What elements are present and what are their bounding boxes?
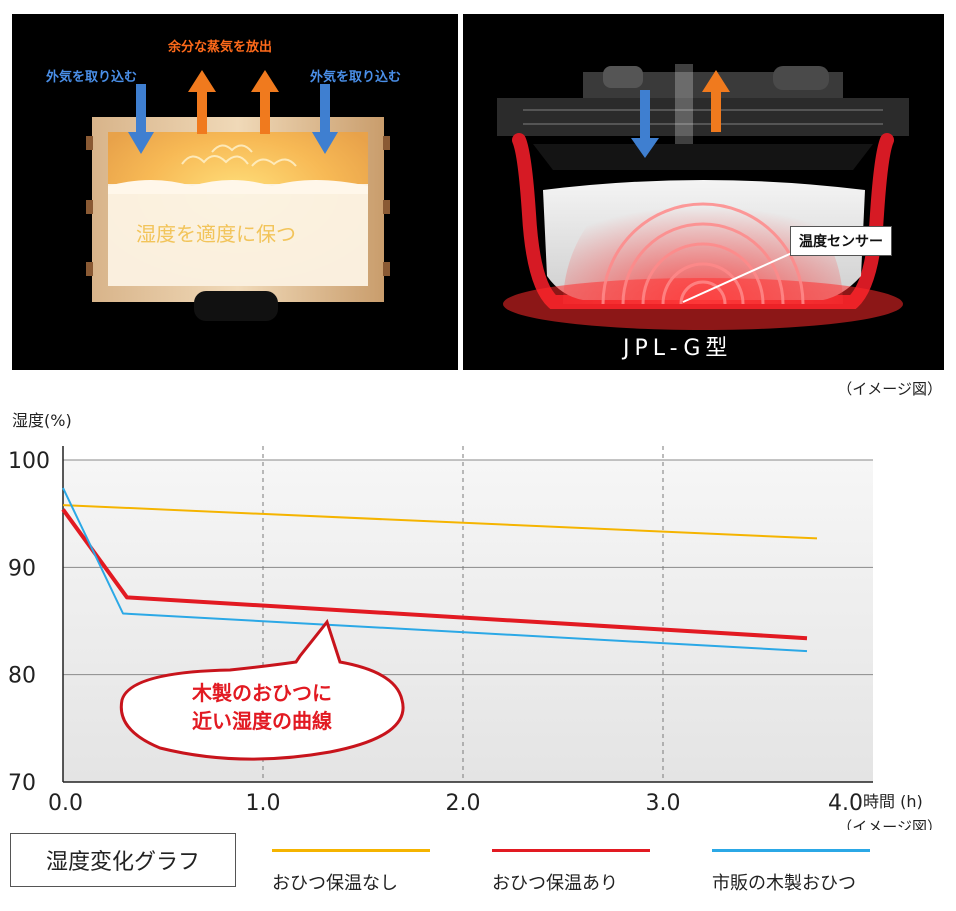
intake-arrow-left [128,84,154,154]
x-tick-label: 4.0 [828,791,863,816]
label-intake-left: 外気を取り込む [46,70,138,85]
y-tick-label: 100 [8,449,50,474]
intake-arrow-right [312,84,338,154]
legend-item-with-ohitsu: おひつ保温あり [492,849,652,894]
y-tick-label: 70 [8,771,36,796]
humidity-chart: 70 80 90 100 0.0 1.0 2.0 3.0 4.0 木製のおひつに 近い湿度の曲線… [8,411,942,830]
illustration-jpl-g: 温度センサー JPL-G型 [463,14,944,370]
annotation-line1: 木製のおひつに [191,681,332,705]
legend-title: 湿度変化グラフ [10,833,236,887]
y-tick-label: 80 [8,664,36,689]
x-tick-label: 0.0 [48,791,83,816]
annotation-line2: 近い湿度の曲線 [192,709,332,733]
legend-label: おひつ保温なし [272,873,398,894]
release-arrow-2 [251,70,279,134]
legend-label: おひつ保温あり [492,873,618,894]
legend-item-wooden-ohitsu: 市販の木製おひつ [712,849,872,894]
intake-arrow [631,90,659,158]
wooden-ohitsu-illustration [86,70,390,321]
annotation-callout: 木製のおひつに 近い湿度の曲線 [119,618,405,761]
legend-title-text: 湿度変化グラフ [45,850,200,875]
y-axis-label: 湿度(%) [12,411,72,430]
x-tick-label: 1.0 [246,791,281,816]
series-line-1 [62,504,818,540]
label-keep-humidity: 湿度を適度に保つ [136,222,296,246]
steam-plume [675,64,693,144]
illustration-caption: （イメージ図） [837,380,942,398]
series-line-2 [61,508,808,641]
temperature-sensor-text: 温度センサー [799,234,883,250]
legend-swatch [272,849,430,852]
release-arrow-1 [188,70,216,134]
x-tick-label: 3.0 [646,791,681,816]
legend-item-no-ohitsu: おひつ保温なし [272,849,432,894]
x-tick-label: 2.0 [446,791,481,816]
label-release-steam: 余分な蒸気を放出 [168,40,273,55]
illustration-wooden-ohitsu: 外気を取り込む 余分な蒸気を放出 外気を取り込む 湿度を適度に保つ [12,14,458,370]
chart-caption: （イメージ図） [837,818,942,830]
legend-swatch [492,849,650,852]
label-temperature-sensor: 温度センサー [790,226,892,256]
x-axis-label: 時間 (h) [863,792,923,811]
label-model-name: JPL-G型 [623,336,733,361]
series-line-3 [62,487,808,653]
legend-swatch [712,849,870,852]
rice-cooker-cross-section [497,64,909,330]
release-arrow [702,70,730,132]
label-intake-right: 外気を取り込む [310,70,402,85]
legend-label: 市販の木製おひつ [712,873,856,894]
y-tick-label: 90 [8,556,36,581]
